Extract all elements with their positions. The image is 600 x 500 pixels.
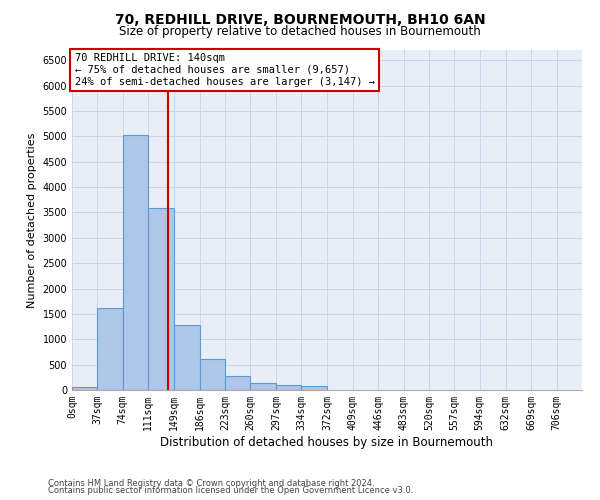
Bar (250, 384, 276, 390)
Text: 70, REDHILL DRIVE, BOURNEMOUTH, BH10 6AN: 70, REDHILL DRIVE, BOURNEMOUTH, BH10 6AN (115, 12, 485, 26)
Bar (174, 325, 200, 390)
Bar (123, 136, 148, 390)
Bar (301, 386, 326, 390)
X-axis label: Distribution of detached houses by size in Bournemouth: Distribution of detached houses by size … (161, 436, 493, 448)
Text: 70 REDHILL DRIVE: 140sqm
← 75% of detached houses are smaller (9,657)
24% of sem: 70 REDHILL DRIVE: 140sqm ← 75% of detach… (74, 54, 374, 86)
Bar (148, 208, 173, 390)
Bar (200, 358, 225, 390)
Text: Size of property relative to detached houses in Bournemouth: Size of property relative to detached ho… (119, 25, 481, 38)
Bar (97, 308, 123, 390)
Bar (276, 385, 301, 390)
Text: Contains HM Land Registry data © Crown copyright and database right 2024.: Contains HM Land Registry data © Crown c… (48, 478, 374, 488)
Bar (225, 376, 250, 390)
Y-axis label: Number of detached properties: Number of detached properties (27, 132, 37, 308)
Bar (72, 388, 97, 390)
Text: Contains public sector information licensed under the Open Government Licence v3: Contains public sector information licen… (48, 486, 413, 495)
